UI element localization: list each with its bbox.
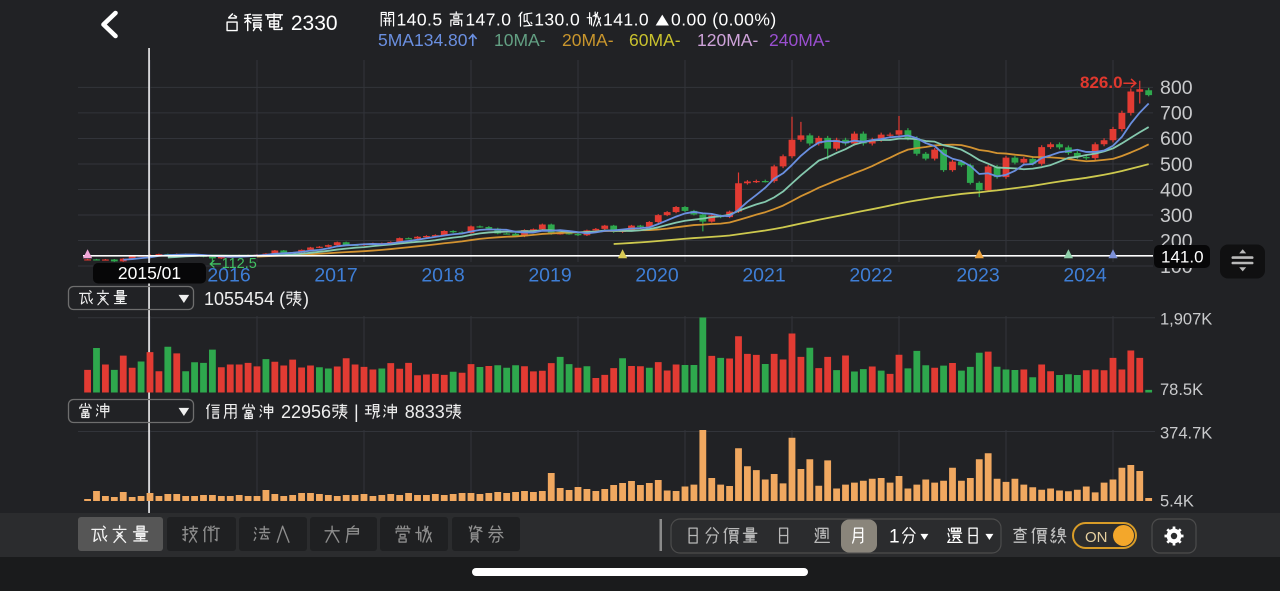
svg-text:2023: 2023 — [956, 265, 999, 287]
svg-text:0.00 (0.00%): 0.00 (0.00%) — [671, 10, 777, 30]
svg-text:2015/01: 2015/01 — [118, 263, 181, 283]
svg-text:78.5K: 78.5K — [1160, 381, 1203, 399]
svg-text:120MA-: 120MA- — [697, 30, 758, 50]
svg-text:500: 500 — [1160, 154, 1193, 176]
svg-text:1055454 (: 1055454 ( — [204, 289, 285, 309]
svg-text:600: 600 — [1160, 128, 1193, 150]
svg-text:2024: 2024 — [1063, 265, 1107, 287]
svg-text:60MA-: 60MA- — [629, 30, 681, 50]
svg-text:140.5: 140.5 — [397, 10, 448, 30]
svg-text:2019: 2019 — [528, 265, 571, 287]
svg-text:5MA134.80: 5MA134.80 — [378, 30, 468, 50]
svg-text:2020: 2020 — [635, 265, 679, 287]
svg-text:2022: 2022 — [849, 265, 892, 287]
svg-text:): ) — [303, 289, 309, 309]
svg-text:|: | — [349, 402, 364, 422]
svg-text:2016: 2016 — [207, 265, 250, 287]
svg-text:300: 300 — [1160, 205, 1193, 227]
svg-text:2017: 2017 — [314, 265, 357, 287]
svg-text:1: 1 — [889, 527, 900, 548]
svg-text:141.0: 141.0 — [603, 10, 654, 30]
svg-text:1,907K: 1,907K — [1160, 311, 1212, 329]
svg-text:10MA-: 10MA- — [494, 30, 546, 50]
svg-text:700: 700 — [1160, 103, 1193, 125]
svg-text:20MA-: 20MA- — [562, 30, 614, 50]
svg-text:800: 800 — [1160, 77, 1193, 99]
svg-text:130.0: 130.0 — [534, 10, 585, 30]
svg-text:ON: ON — [1085, 529, 1108, 546]
svg-text:240MA-: 240MA- — [769, 30, 830, 50]
svg-text:826.0: 826.0 — [1080, 73, 1123, 92]
svg-text:141.0: 141.0 — [1161, 248, 1204, 267]
svg-text:400: 400 — [1160, 179, 1193, 201]
svg-text:2018: 2018 — [421, 265, 464, 287]
svg-text:8833: 8833 — [400, 402, 445, 422]
svg-text:374.7K: 374.7K — [1160, 425, 1212, 443]
svg-text:147.0: 147.0 — [465, 10, 516, 30]
svg-text:5.4K: 5.4K — [1160, 493, 1194, 511]
svg-text:2330: 2330 — [285, 12, 338, 35]
svg-text:112.5: 112.5 — [222, 256, 257, 272]
svg-text:22956: 22956 — [276, 402, 331, 422]
svg-text:2021: 2021 — [742, 265, 785, 287]
